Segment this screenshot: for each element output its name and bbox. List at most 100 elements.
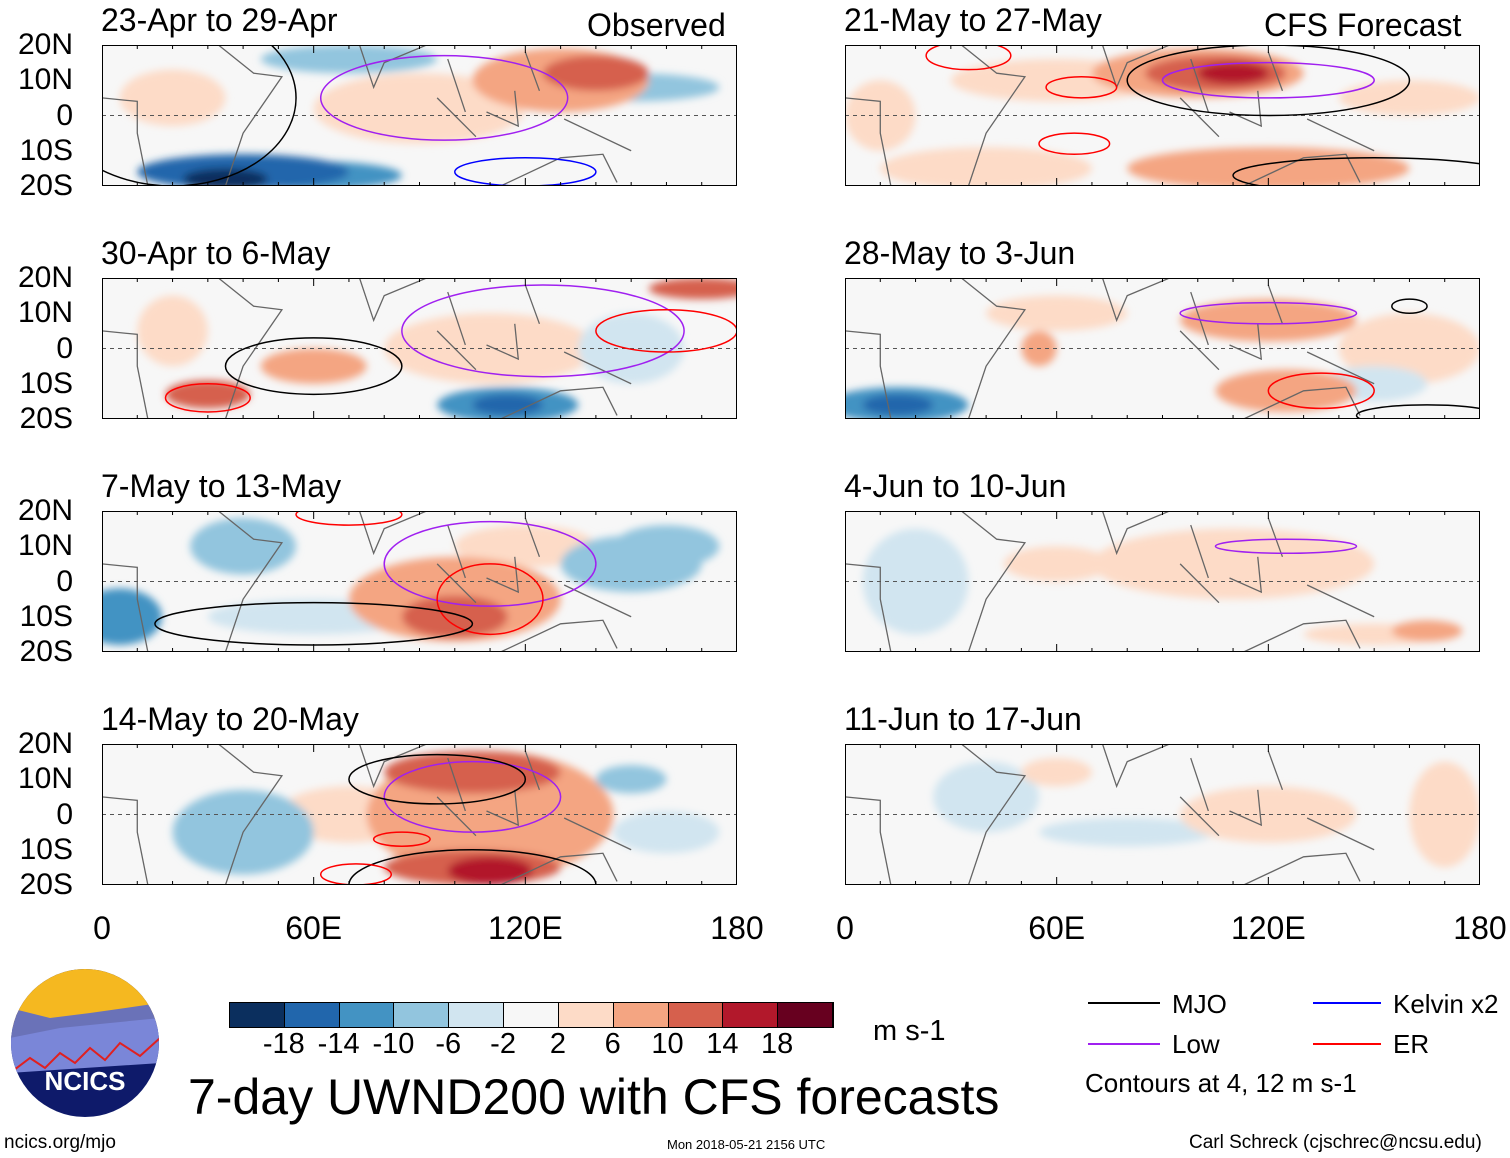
colorbar-swatch xyxy=(613,1003,669,1027)
coastlines xyxy=(102,278,632,419)
anomaly-region xyxy=(1091,528,1375,600)
anomaly-region xyxy=(384,751,561,794)
colorbar-swatch xyxy=(284,1003,340,1027)
contour-line xyxy=(1391,298,1428,315)
contour-line xyxy=(164,383,251,413)
anomaly-region xyxy=(1039,818,1216,847)
lon-tick-label: 180 xyxy=(710,910,764,946)
figure-title: 7-day UWND200 with CFS forecasts xyxy=(188,1069,1000,1125)
contour-line xyxy=(1355,404,1480,419)
contour-line xyxy=(1161,61,1375,99)
legend-line-mjo xyxy=(1088,1002,1160,1004)
colorbar-label: -6 xyxy=(435,1028,462,1060)
lat-tick-label: 20N xyxy=(17,494,73,527)
colorbar-swatch xyxy=(339,1003,395,1027)
anomaly-region xyxy=(384,313,596,384)
forecast-label: CFS Forecast xyxy=(1264,7,1462,43)
colorbar-units: m s-1 xyxy=(873,1015,946,1047)
map-panel xyxy=(845,744,1480,885)
anomaly-region xyxy=(165,380,251,409)
anomaly-region xyxy=(1180,786,1357,843)
coastlines xyxy=(102,511,632,652)
anomaly-region xyxy=(472,394,543,416)
lat-tick-label: 20N xyxy=(17,28,73,61)
map-panel xyxy=(845,278,1480,419)
colorbar-swatch xyxy=(449,1003,505,1027)
map-panel xyxy=(102,744,737,885)
anomaly-region xyxy=(401,595,508,638)
footer-timestamp: Mon 2018-05-21 2156 UTC xyxy=(667,1137,826,1152)
lon-tick-label: 180 xyxy=(1453,910,1507,946)
anomaly-region xyxy=(313,73,526,144)
lat-tick-label: 0 xyxy=(56,797,73,831)
colorbar-label: -14 xyxy=(317,1028,360,1060)
anomaly-region xyxy=(986,295,1128,331)
anomaly-region xyxy=(648,278,737,300)
anomaly-region xyxy=(1021,758,1092,787)
footer-author: Carl Schreck (cjschrec@ncsu.edu) xyxy=(1189,1132,1482,1153)
footer-url[interactable]: ncics.org/mjo xyxy=(4,1132,116,1153)
contour-line xyxy=(319,54,569,141)
anomaly-region xyxy=(1409,761,1480,868)
colorbar-label: -2 xyxy=(490,1028,516,1060)
anomaly-region xyxy=(102,588,162,645)
lon-tick-label: 120E xyxy=(1230,910,1306,946)
legend-label-mjo: MJO xyxy=(1172,989,1227,1019)
contour-line xyxy=(925,45,1012,71)
colorbar-label: 2 xyxy=(549,1028,566,1060)
ncics-logo: NCICS xyxy=(11,969,159,1117)
anomaly-region xyxy=(1338,80,1480,116)
lat-tick-label: 20S xyxy=(19,402,73,435)
lat-tick-label: 10N xyxy=(17,529,73,563)
legend-label-er: ER xyxy=(1393,1029,1430,1059)
contour-line xyxy=(1232,157,1480,186)
lat-tick-label: 0 xyxy=(56,564,73,598)
legend-label-low: Low xyxy=(1172,1029,1220,1059)
panel-title: 11-Jun to 17-Jun xyxy=(844,701,1082,737)
lat-tick-label: 10N xyxy=(17,63,73,97)
colorbar-label: 10 xyxy=(651,1028,684,1060)
contour-line xyxy=(595,308,737,353)
anomaly-region xyxy=(542,55,649,91)
coastlines xyxy=(845,744,1375,885)
contour-line xyxy=(348,753,527,805)
panel-title: 21-May to 27-May xyxy=(844,2,1102,38)
legend-line-er xyxy=(1313,1043,1381,1045)
anomaly-region xyxy=(1180,299,1357,342)
contour-line xyxy=(102,45,297,186)
contour-line xyxy=(436,563,544,636)
contour-line xyxy=(383,760,562,833)
lat-tick-label: 20S xyxy=(19,169,73,202)
anomaly-region xyxy=(260,45,438,74)
anomaly-region xyxy=(595,765,667,794)
lon-tick-label: 0 xyxy=(93,910,111,946)
contour-line xyxy=(372,831,431,847)
anomaly-region xyxy=(1003,546,1110,582)
lon-tick-label: 60E xyxy=(285,910,343,946)
colorbar-label: -18 xyxy=(262,1028,305,1060)
colorbar-label: 14 xyxy=(706,1028,739,1060)
anomaly-region xyxy=(613,810,720,854)
anomaly-region xyxy=(1197,62,1269,84)
legend-label-kelvin: Kelvin x2 xyxy=(1393,989,1499,1019)
lat-tick-label: 0 xyxy=(56,331,73,365)
map-panel xyxy=(845,45,1480,186)
anomaly-region xyxy=(137,295,208,367)
contour-line xyxy=(1267,372,1375,410)
anomaly-region xyxy=(1391,620,1463,642)
observed-label: Observed xyxy=(587,7,726,43)
contour-line xyxy=(454,157,597,186)
colorbar-swatch xyxy=(230,1003,285,1027)
panel-title: 23-Apr to 29-Apr xyxy=(101,2,338,38)
coastlines xyxy=(845,511,1375,652)
lat-tick-label: 20N xyxy=(17,261,73,294)
colorbar-label: -10 xyxy=(372,1028,415,1060)
lat-tick-label: 10S xyxy=(19,832,73,866)
contour-line xyxy=(401,284,685,378)
colorbar-swatch xyxy=(394,1003,450,1027)
lat-tick-label: 20N xyxy=(17,727,73,760)
contour-line xyxy=(1045,75,1118,99)
lat-tick-label: 10S xyxy=(19,599,73,633)
contour-line xyxy=(319,863,393,885)
contour-line xyxy=(1214,538,1358,555)
